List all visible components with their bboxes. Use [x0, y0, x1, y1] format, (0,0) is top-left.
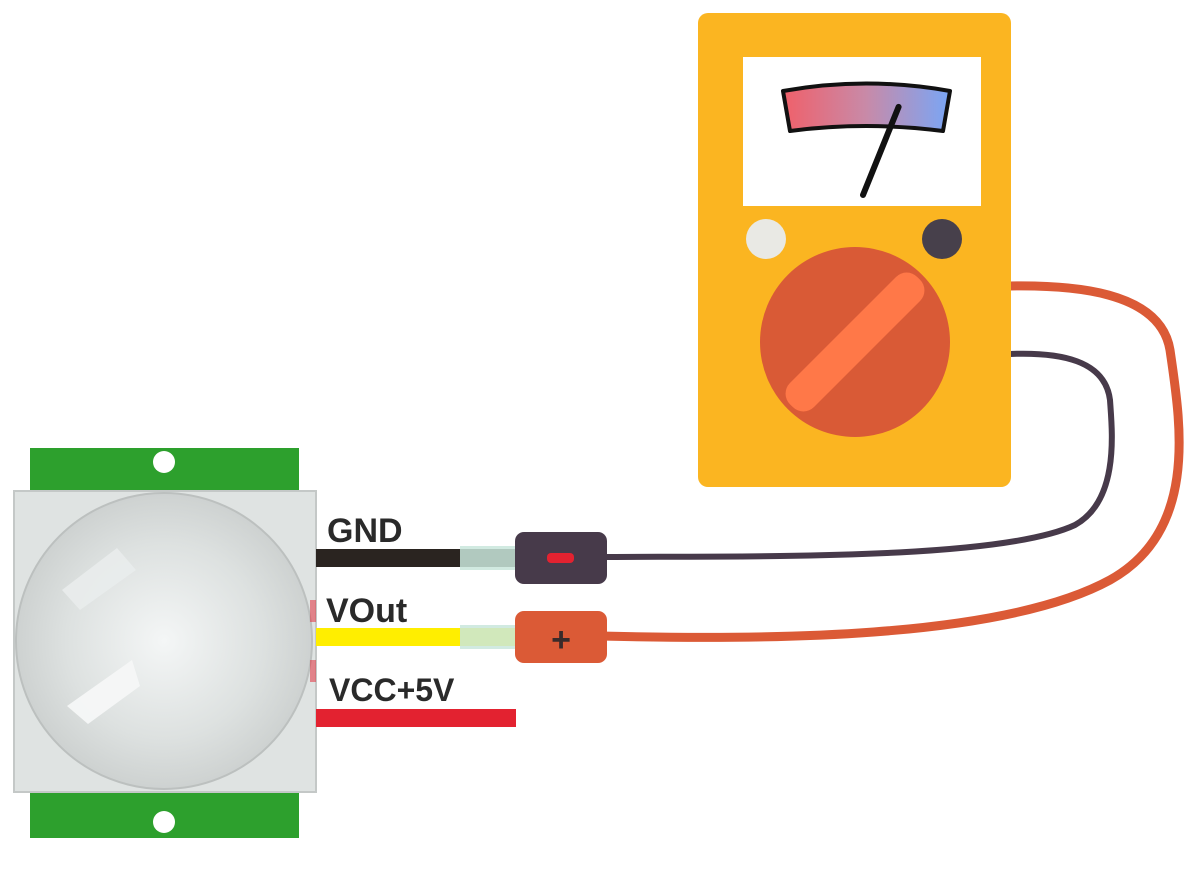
- red-probe-body: [515, 611, 607, 663]
- vcc-wire: [316, 709, 516, 727]
- selector-dial-grip: [785, 272, 925, 412]
- pir-sensor-module: [13, 448, 317, 838]
- vout-label: VOut: [326, 592, 407, 630]
- mounting-hole-bottom-icon: [153, 811, 175, 833]
- dome-highlight-lower: [67, 660, 140, 724]
- red-lead-cable: [595, 281, 1184, 642]
- black-lead-cable: [597, 350, 1115, 560]
- pin-header-stub: [310, 600, 316, 622]
- vout-wire-tip: [460, 625, 516, 649]
- positive-symbol: +: [551, 621, 571, 659]
- mounting-hole-top-icon: [153, 451, 175, 473]
- pin-header-stub: [310, 660, 316, 682]
- dark-port-icon: [922, 219, 962, 259]
- black-probe[interactable]: -: [515, 532, 607, 584]
- meter-scale: [781, 81, 952, 133]
- multimeter: [698, 13, 1011, 487]
- sensor-dome: [15, 492, 313, 790]
- gnd-wire-tip: [460, 546, 516, 570]
- multimeter-screen: [743, 57, 981, 206]
- dome-highlight-upper: [62, 548, 136, 610]
- meter-needle: [860, 103, 902, 198]
- negative-marker-icon: [547, 553, 574, 563]
- light-port-icon: [746, 219, 786, 259]
- red-probe[interactable]: +: [515, 611, 607, 663]
- gnd-label: GND: [327, 512, 403, 550]
- vcc-label: VCC+5V: [329, 672, 455, 708]
